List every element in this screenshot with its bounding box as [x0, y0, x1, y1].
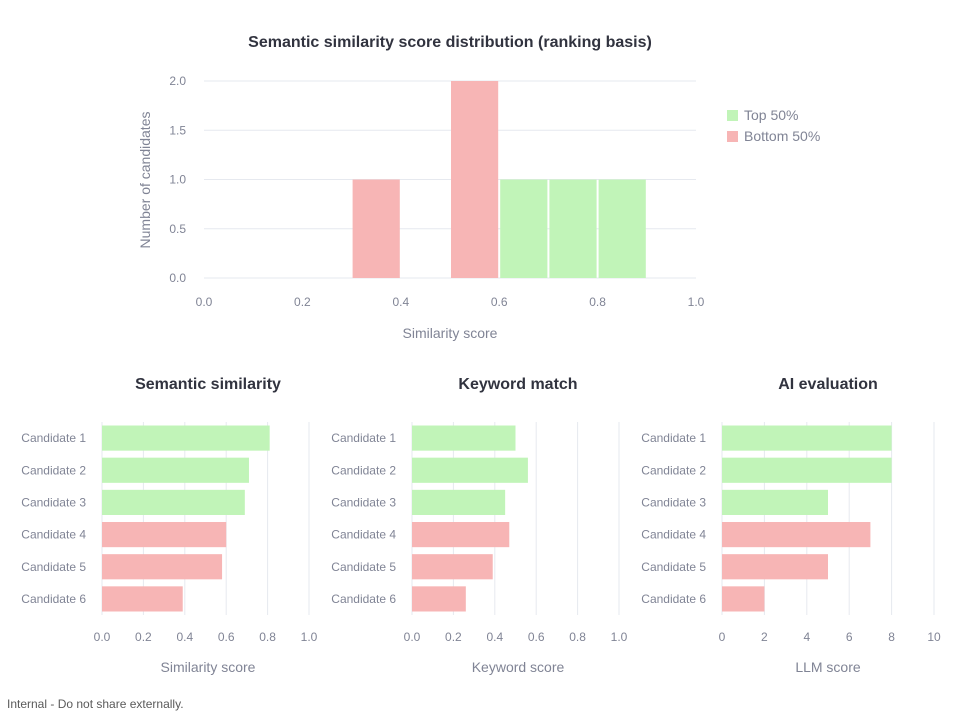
semantic-x-label: Similarity score — [161, 659, 256, 675]
histogram-y-tick: 1.0 — [169, 173, 186, 187]
keyword-x-tick: 0.0 — [404, 630, 421, 644]
ai-category-label: Candidate 6 — [641, 592, 706, 606]
semantic-bar — [102, 489, 245, 515]
histogram-x-tick: 0.0 — [196, 295, 213, 309]
keyword-x-tick: 1.0 — [611, 630, 628, 644]
histogram-bar — [549, 179, 597, 278]
keyword-title: Keyword match — [458, 376, 577, 393]
keyword-bar — [412, 586, 466, 612]
keyword-category-label: Candidate 5 — [331, 560, 396, 574]
keyword-x-tick: 0.6 — [528, 630, 545, 644]
histogram-x-tick: 1.0 — [688, 295, 705, 309]
ai-bar — [722, 586, 765, 612]
ai-x-label: LLM score — [795, 659, 861, 675]
semantic-category-label: Candidate 2 — [21, 463, 86, 477]
ai-category-label: Candidate 1 — [641, 431, 706, 445]
histogram-title: Semantic similarity score distribution (… — [248, 34, 652, 51]
ai-x-tick: 10 — [927, 630, 941, 644]
histogram-y-tick: 1.5 — [169, 123, 186, 137]
ai-category-label: Candidate 3 — [641, 495, 706, 509]
histogram-y-label: Number of candidates — [137, 112, 153, 249]
semantic-category-label: Candidate 6 — [21, 592, 86, 606]
histogram-x-tick: 0.2 — [294, 295, 311, 309]
semantic-bar — [102, 522, 227, 548]
histogram-x-tick: 0.4 — [392, 295, 409, 309]
histogram-x-tick: 0.6 — [491, 295, 508, 309]
ai-category-label: Candidate 2 — [641, 463, 706, 477]
legend-label: Top 50% — [744, 107, 798, 123]
semantic-x-tick: 0.4 — [176, 630, 193, 644]
keyword-category-label: Candidate 4 — [331, 528, 396, 542]
ai-x-tick: 2 — [761, 630, 768, 644]
histogram-bar — [352, 179, 400, 278]
semantic-x-tick: 0.8 — [259, 630, 276, 644]
ai-x-tick: 6 — [846, 630, 853, 644]
keyword-category-label: Candidate 1 — [331, 431, 396, 445]
ai-bar — [722, 489, 828, 515]
ai-bar — [722, 522, 871, 548]
ai-category-label: Candidate 4 — [641, 528, 706, 542]
semantic-x-tick: 0.0 — [94, 630, 111, 644]
semantic-bar — [102, 457, 249, 483]
keyword-x-tick: 0.8 — [569, 630, 586, 644]
histogram-x-label: Similarity score — [403, 325, 498, 341]
keyword-bar — [412, 425, 516, 451]
keyword-category-label: Candidate 6 — [331, 592, 396, 606]
semantic-bar — [102, 425, 270, 451]
keyword-bar — [412, 522, 510, 548]
semantic-category-label: Candidate 1 — [21, 431, 86, 445]
histogram-y-tick: 0.5 — [169, 222, 186, 236]
semantic-category-label: Candidate 5 — [21, 560, 86, 574]
keyword-x-label: Keyword score — [472, 659, 565, 675]
semantic-category-label: Candidate 4 — [21, 528, 86, 542]
semantic-x-tick: 0.6 — [218, 630, 235, 644]
semantic-bar — [102, 586, 183, 612]
semantic-x-tick: 1.0 — [301, 630, 318, 644]
legend-swatch — [727, 131, 738, 142]
keyword-category-label: Candidate 3 — [331, 495, 396, 509]
keyword-bar — [412, 554, 493, 580]
histogram-x-tick: 0.8 — [589, 295, 606, 309]
keyword-x-tick: 0.4 — [486, 630, 503, 644]
semantic-x-tick: 0.2 — [135, 630, 152, 644]
semantic-bar — [102, 554, 223, 580]
keyword-bar — [412, 457, 528, 483]
histogram-y-tick: 2.0 — [169, 74, 186, 88]
ai-bar — [722, 425, 892, 451]
ai-bar — [722, 457, 892, 483]
keyword-x-tick: 0.2 — [445, 630, 462, 644]
semantic-title: Semantic similarity — [135, 376, 281, 393]
ai-category-label: Candidate 5 — [641, 560, 706, 574]
histogram-bar — [500, 179, 548, 278]
legend-label: Bottom 50% — [744, 128, 820, 144]
ai-x-tick: 8 — [888, 630, 895, 644]
histogram-bar — [451, 81, 499, 278]
legend-swatch — [727, 110, 738, 121]
keyword-category-label: Candidate 2 — [331, 463, 396, 477]
histogram-y-tick: 0.0 — [169, 271, 186, 285]
semantic-category-label: Candidate 3 — [21, 495, 86, 509]
ai-x-tick: 4 — [803, 630, 810, 644]
ai-title: AI evaluation — [778, 376, 878, 393]
footer-note: Internal - Do not share externally. — [7, 697, 184, 711]
ai-bar — [722, 554, 828, 580]
keyword-bar — [412, 489, 506, 515]
ai-x-tick: 0 — [719, 630, 726, 644]
histogram-bar — [598, 179, 646, 278]
